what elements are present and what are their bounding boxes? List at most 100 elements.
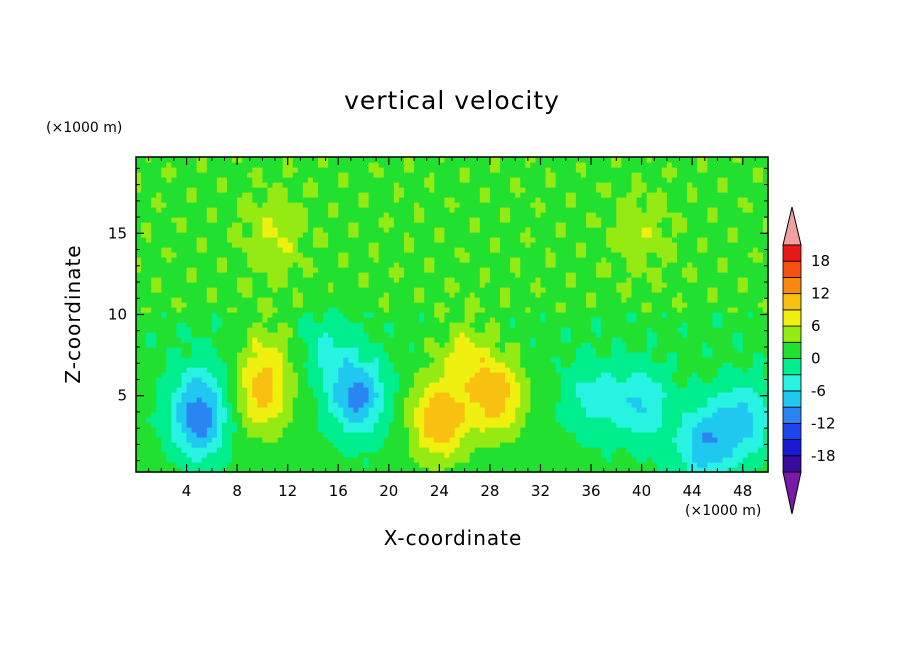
contour-cell <box>419 357 425 363</box>
contour-cell <box>414 387 420 393</box>
contour-cell <box>378 332 385 338</box>
contour-cell <box>510 372 516 378</box>
contour-cell <box>656 277 663 283</box>
contour-cell <box>409 332 415 338</box>
contour-cell <box>530 307 537 313</box>
contour-cell <box>494 422 501 428</box>
contour-cell <box>141 462 147 468</box>
contour-cell <box>439 327 446 333</box>
contour-cell <box>550 302 557 308</box>
contour-cell <box>267 377 274 383</box>
contour-cell <box>297 422 304 428</box>
contour-cell <box>550 402 557 408</box>
contour-cell <box>227 442 233 448</box>
contour-cell <box>292 432 299 438</box>
contour-cell <box>671 337 678 343</box>
contour-cell <box>267 352 274 358</box>
contour-cell <box>560 392 567 398</box>
contour-cell <box>434 357 440 363</box>
contour-cell <box>494 377 501 383</box>
contour-cell <box>151 287 157 293</box>
contour-cell <box>333 337 339 343</box>
contour-cell <box>383 317 390 323</box>
contour-cell <box>262 457 269 463</box>
contour-cell <box>494 467 501 473</box>
contour-cell <box>216 332 223 338</box>
contour-cell <box>762 357 769 363</box>
contour-cell <box>403 392 410 398</box>
contour-cell <box>505 372 511 378</box>
contour-cell <box>257 447 263 453</box>
contour-cell <box>227 377 233 383</box>
contour-cell <box>494 307 501 313</box>
contour-cell <box>621 387 628 393</box>
contour-cell <box>676 387 683 393</box>
contour-cell <box>535 332 542 338</box>
contour-cell <box>328 332 334 338</box>
contour-cell <box>591 452 597 458</box>
contour-cell <box>505 402 511 408</box>
contour-cell <box>717 332 724 338</box>
contour-cell <box>237 452 243 458</box>
contour-cell <box>606 462 612 468</box>
contour-cell <box>252 317 258 323</box>
contour-cell <box>388 387 395 393</box>
contour-cell <box>651 327 658 333</box>
contour-cell <box>717 297 724 303</box>
contour-cell <box>631 272 638 278</box>
contour-cell <box>757 372 764 378</box>
contour-cell <box>201 352 208 358</box>
contour-cell <box>424 452 430 458</box>
contour-cell <box>717 417 724 423</box>
contour-cell <box>606 397 612 403</box>
contour-cell <box>505 332 511 338</box>
contour-cell <box>712 387 719 393</box>
contour-cell <box>555 272 562 278</box>
contour-cell <box>297 312 304 318</box>
contour-cell <box>237 362 243 368</box>
contour-cell <box>328 422 334 428</box>
contour-cell <box>520 287 526 293</box>
contour-cell <box>717 382 724 388</box>
contour-cell <box>378 407 385 413</box>
contour-cell <box>510 342 516 348</box>
contour-cell <box>424 327 430 333</box>
contour-cell <box>216 322 223 328</box>
contour-cell <box>692 282 698 288</box>
contour-cell <box>535 317 542 323</box>
contour-cell <box>393 317 400 323</box>
contour-cell <box>449 312 456 318</box>
contour-cell <box>591 467 597 473</box>
contour-cell <box>262 432 269 438</box>
contour-cell <box>727 387 734 393</box>
contour-cell <box>570 342 577 348</box>
contour-cell <box>565 427 572 433</box>
contour-cell <box>323 397 329 403</box>
contour-cell <box>510 352 516 358</box>
contour-cell <box>459 457 466 463</box>
contour-cell <box>692 437 698 443</box>
contour-cell <box>636 437 643 443</box>
contour-cell <box>520 377 526 383</box>
contour-cell <box>247 332 253 338</box>
contour-cell <box>166 377 172 383</box>
contour-cell <box>292 312 299 318</box>
contour-cell <box>358 427 365 433</box>
contour-cell <box>641 377 648 383</box>
contour-cell <box>206 407 213 413</box>
contour-cell <box>762 392 769 398</box>
contour-cell <box>201 432 208 438</box>
contour-cell <box>601 392 607 398</box>
contour-cell <box>252 427 258 433</box>
contour-cell <box>424 447 430 453</box>
contour-cell <box>277 422 284 428</box>
contour-cell <box>742 467 749 473</box>
contour-cell <box>414 402 420 408</box>
contour-cell <box>702 382 708 388</box>
contour-cell <box>206 342 213 348</box>
contour-cell <box>186 367 193 373</box>
contour-cell <box>585 467 592 473</box>
contour-cell <box>328 367 334 373</box>
contour-cell <box>560 277 567 283</box>
contour-cell <box>500 372 506 378</box>
